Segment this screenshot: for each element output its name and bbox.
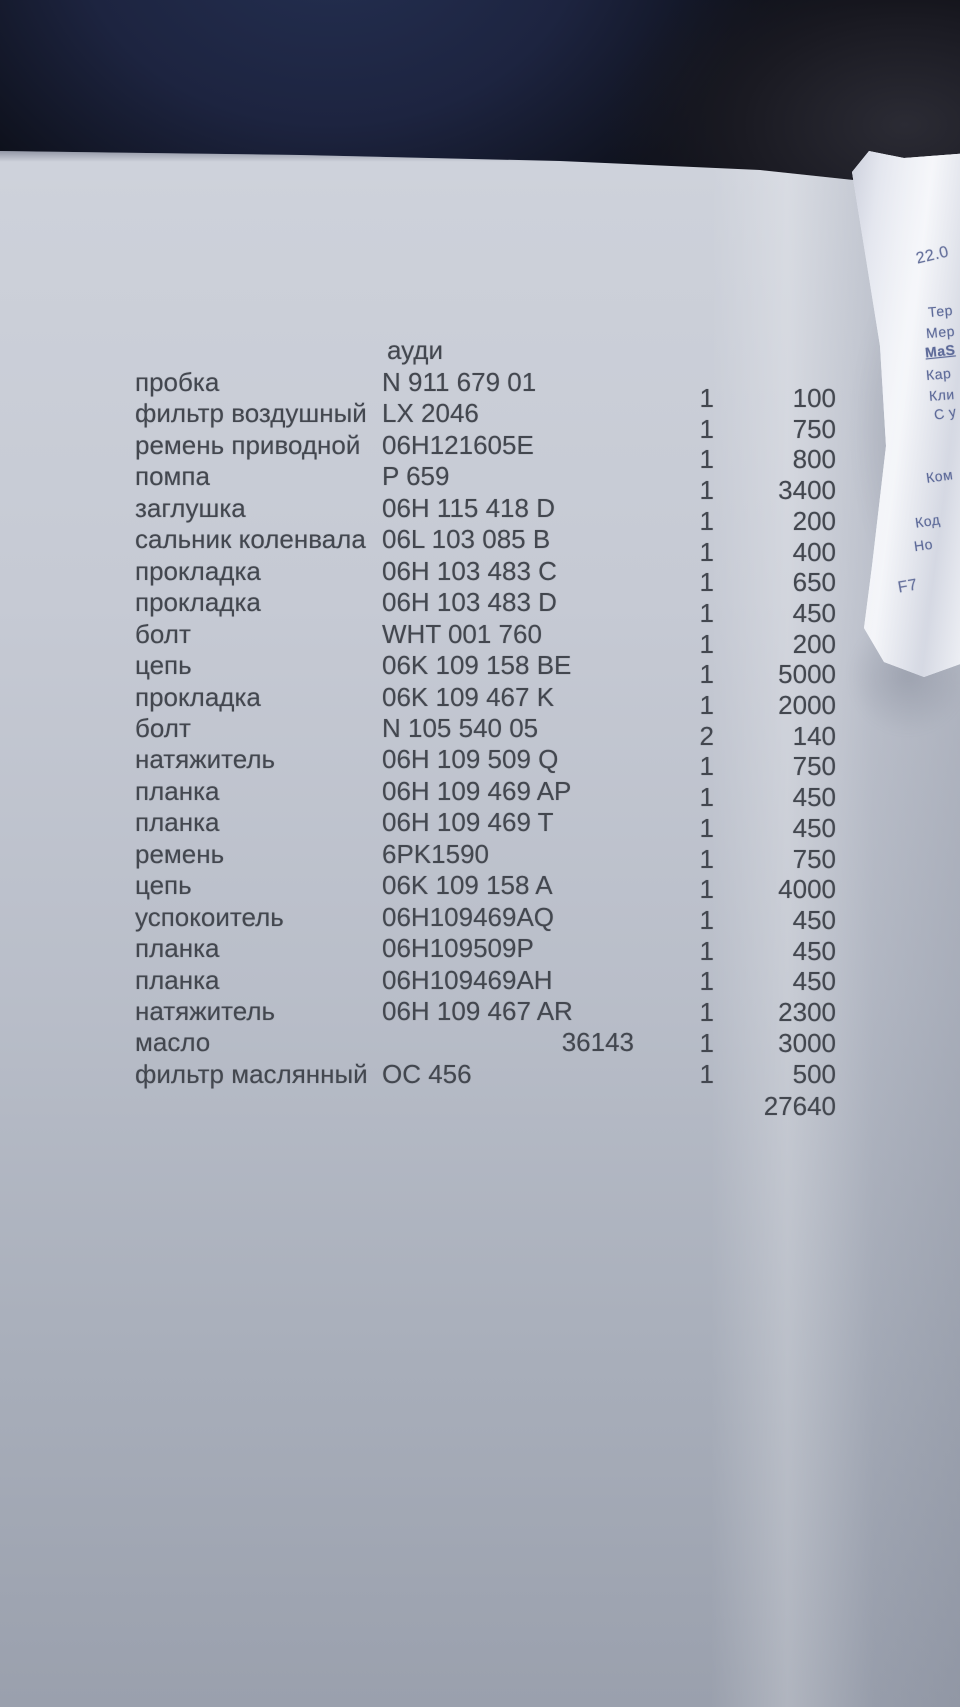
qty-cell: 1 (699, 659, 714, 690)
part-name-cell: сальник коленвала (135, 524, 366, 555)
price-cell: 2300 (778, 997, 836, 1027)
part-number-cell: WHT 001 760 (382, 618, 542, 649)
part-name-cell: планка (135, 807, 220, 838)
qty-cell: 1 (699, 475, 714, 506)
part-name-cell: планка (135, 964, 220, 995)
qty-cell: 1 (699, 567, 714, 598)
part-number-cell: 06K 109 467 K (382, 681, 555, 712)
price-cell: 450 (792, 904, 836, 935)
part-name-cell: прокладка (135, 555, 261, 586)
price-cell: 450 (792, 935, 836, 966)
total-amount: 27640 (763, 1090, 836, 1121)
part-name-cell: успокоитель (135, 901, 284, 932)
part-name-cell: фильтр маслянный (135, 1058, 368, 1089)
price-cell: 450 (792, 812, 836, 843)
qty-cell: 1 (699, 383, 714, 413)
part-name-cell: натяжитель (135, 996, 276, 1026)
part-number-cell: 06H 109 469 T (382, 807, 554, 838)
price-cell: 3400 (778, 475, 836, 506)
part-number-cell: 06L 103 085 B (382, 524, 551, 555)
qty-cell: 1 (699, 997, 714, 1027)
price-cell: 500 (792, 1058, 836, 1089)
qty-cell: 1 (699, 690, 714, 720)
price-cell: 750 (792, 413, 836, 444)
price-cell: 800 (792, 444, 836, 475)
part-name-cell: цепь (135, 650, 192, 681)
part-name-cell: масло (135, 1027, 211, 1058)
part-name-cell: ремень приводной (135, 429, 361, 460)
part-name-cell: фильтр воздушный (135, 398, 367, 429)
price-cell: 200 (792, 505, 836, 536)
qty-cell: 1 (699, 628, 714, 659)
qty-cell: 1 (699, 904, 714, 935)
qty-cell: 1 (699, 536, 714, 567)
qty-cell: 1 (699, 1027, 714, 1058)
part-name-cell: натяжитель (135, 744, 276, 775)
part-name-cell: болт (135, 712, 191, 743)
qty-cell: 1 (699, 444, 714, 475)
part-number-cell: 06H109469AQ (382, 901, 555, 932)
qty-cell: 1 (699, 782, 714, 813)
qty-cell: 1 (699, 1058, 714, 1089)
price-cell: 5000 (778, 659, 836, 690)
part-number-cell: N 911 679 01 (382, 367, 537, 397)
qty-cell: 1 (699, 812, 714, 843)
part-name-cell: цепь (135, 870, 192, 901)
part-number-cell: 06K 109 158 A (382, 870, 553, 901)
part-number-cell: OC 456 (382, 1058, 472, 1089)
part-number-cell: 6PK1590 (382, 838, 489, 869)
price-cell: 450 (792, 782, 836, 813)
price-cell: 750 (792, 843, 836, 874)
brand-header: ауди (387, 335, 443, 365)
part-name-cell: пробка (135, 367, 220, 397)
qty-cell: 1 (699, 966, 714, 997)
price-cell: 450 (792, 966, 836, 997)
qty-cell: 1 (699, 597, 714, 628)
qty-cell: 2 (699, 720, 714, 751)
part-number-cell: 06H 103 483 C (382, 555, 557, 586)
price-cell: 2000 (778, 690, 836, 720)
part-name-cell: помпа (135, 461, 210, 492)
price-cell: 650 (792, 567, 836, 598)
part-number-cell: 06H 109 467 AR (382, 996, 573, 1026)
part-number-cell: 06H109469AH (382, 964, 553, 995)
part-number-cell: 06H 109 509 Q (382, 744, 559, 775)
part-name-cell: прокладка (135, 681, 261, 712)
price-cell: 3000 (778, 1027, 836, 1058)
price-cell: 100 (792, 383, 836, 413)
part-number-cell: 36143 (561, 1027, 634, 1058)
part-name-cell: ремень (135, 838, 225, 869)
part-name-cell: прокладка (135, 587, 261, 618)
part-number-cell: P 659 (382, 461, 450, 492)
qty-cell: 1 (699, 843, 714, 874)
price-cell: 750 (792, 751, 836, 782)
qty-cell: 1 (699, 935, 714, 966)
price-cell: 140 (792, 720, 836, 751)
price-cell: 200 (792, 628, 836, 659)
part-number-cell: 06H121605E (382, 429, 534, 460)
part-number-cell: 06H109509P (382, 933, 534, 964)
part-number-cell: 06H 109 469 AP (382, 775, 572, 806)
part-name-cell: болт (135, 618, 191, 649)
part-number-cell: N 105 540 05 (382, 712, 539, 743)
part-name-cell: планка (135, 775, 220, 806)
part-number-cell: 06H 115 418 D (382, 492, 555, 523)
qty-cell: 1 (699, 413, 714, 444)
part-name-cell: планка (135, 933, 220, 964)
price-cell: 450 (792, 597, 836, 628)
qty-cell: 1 (699, 874, 714, 905)
qty-cell: 1 (699, 751, 714, 782)
part-number-cell: 06H 103 483 D (382, 587, 557, 618)
part-number-cell: LX 2046 (382, 398, 479, 429)
qty-cell: 1 (699, 505, 714, 536)
part-number-cell: 06K 109 158 BE (382, 650, 572, 681)
part-name-cell: заглушка (135, 492, 246, 523)
price-cell: 4000 (778, 874, 836, 905)
price-cell: 400 (792, 536, 836, 567)
